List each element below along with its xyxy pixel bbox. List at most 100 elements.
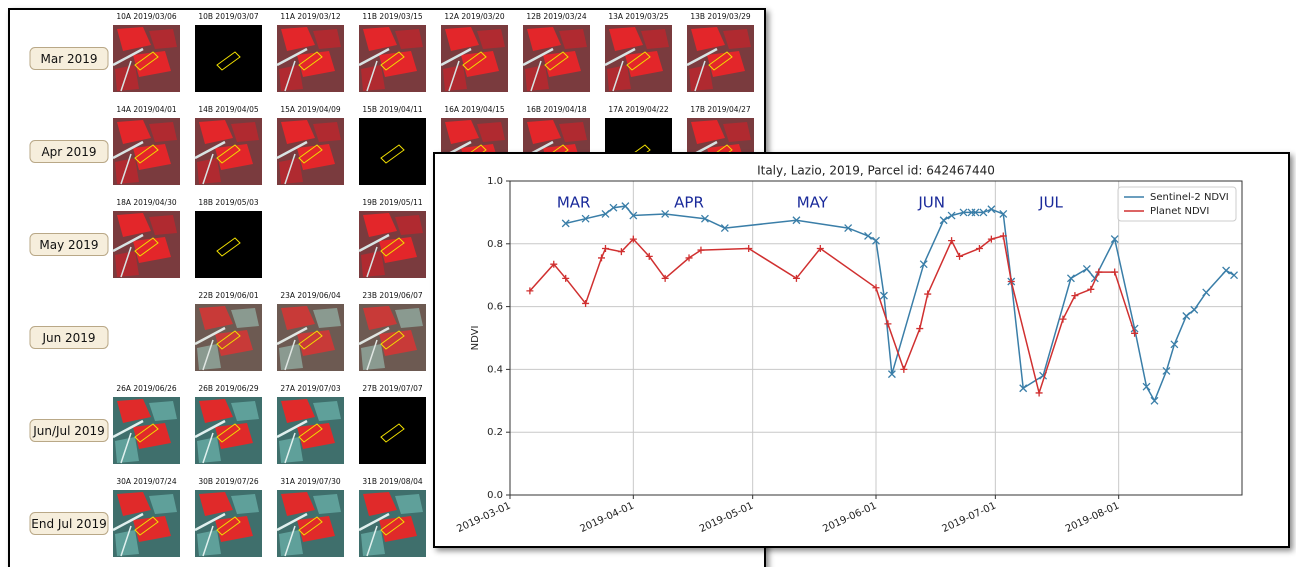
thumbnail-caption: 23B 2019/06/07 <box>362 291 423 300</box>
month-annotation: JUN <box>917 193 945 211</box>
thumbnail-caption: 14A 2019/04/01 <box>116 105 177 114</box>
thumbnail-bg <box>195 211 262 278</box>
thumbnail-caption: 26A 2019/06/26 <box>116 384 177 393</box>
thumbnail <box>441 25 508 92</box>
month-annotation: MAR <box>557 193 591 211</box>
row-label: Jun/Jul 2019 <box>32 424 105 438</box>
thumbnail <box>113 397 180 464</box>
thumbnail <box>195 490 262 557</box>
thumbnail-caption: 14B 2019/04/05 <box>198 105 259 114</box>
thumbnail <box>277 490 344 557</box>
field <box>279 344 303 370</box>
thumbnail-caption: 15A 2019/04/09 <box>280 105 341 114</box>
thumbnail-caption: 23A 2019/06/04 <box>280 291 341 300</box>
thumbnail <box>277 118 344 185</box>
field <box>361 251 385 277</box>
thumbnail <box>359 490 426 557</box>
field <box>525 65 549 91</box>
y-tick-label: 0.0 <box>487 490 503 501</box>
field <box>689 65 713 91</box>
thumbnail <box>113 118 180 185</box>
thumbnail-caption: 31A 2019/07/30 <box>280 477 341 486</box>
thumbnail-caption: 15B 2019/04/11 <box>362 105 423 114</box>
y-tick-label: 0.6 <box>487 302 503 313</box>
thumbnail-caption: 13B 2019/03/29 <box>690 12 751 21</box>
row-label: Apr 2019 <box>41 145 96 159</box>
field <box>279 158 303 184</box>
y-tick-label: 0.8 <box>487 239 503 250</box>
field <box>279 530 303 556</box>
thumbnail <box>195 397 262 464</box>
thumbnail <box>523 25 590 92</box>
field <box>115 158 139 184</box>
field <box>197 530 221 556</box>
thumbnail-caption: 13A 2019/03/25 <box>608 12 669 21</box>
thumbnail-caption: 30A 2019/07/24 <box>116 477 177 486</box>
field <box>279 437 303 463</box>
thumbnail <box>113 490 180 557</box>
field <box>115 251 139 277</box>
thumbnail <box>195 211 262 278</box>
thumbnail-caption: 30B 2019/07/26 <box>198 477 259 486</box>
thumbnail-caption: 10B 2019/03/07 <box>198 12 259 21</box>
field <box>361 65 385 91</box>
field <box>443 65 467 91</box>
thumbnail-caption: 16B 2019/04/18 <box>526 105 587 114</box>
month-annotation: JUL <box>1038 193 1063 211</box>
thumbnail <box>359 397 426 464</box>
thumbnail-caption: 26B 2019/06/29 <box>198 384 259 393</box>
thumbnail-caption: 18B 2019/05/03 <box>198 198 259 207</box>
y-axis-label: NDVI <box>470 326 481 351</box>
field <box>197 158 221 184</box>
field <box>115 530 139 556</box>
thumbnail <box>195 25 262 92</box>
thumbnail <box>359 211 426 278</box>
thumbnail <box>277 25 344 92</box>
thumbnail <box>605 25 672 92</box>
row-label: Jun 2019 <box>41 331 95 345</box>
thumbnail <box>113 25 180 92</box>
thumbnail-caption: 11B 2019/03/15 <box>362 12 423 21</box>
legend-label: Planet NDVI <box>1150 206 1209 217</box>
row-label: Mar 2019 <box>41 52 98 66</box>
thumbnail-caption: 12B 2019/03/24 <box>526 12 587 21</box>
y-tick-label: 0.4 <box>487 364 503 375</box>
thumbnail-bg <box>195 25 262 92</box>
field <box>115 437 139 463</box>
thumbnail-caption: 11A 2019/03/12 <box>280 12 341 21</box>
field <box>197 437 221 463</box>
field <box>361 344 385 370</box>
thumbnail-caption: 17B 2019/04/27 <box>690 105 751 114</box>
thumbnail <box>359 118 426 185</box>
thumbnail-caption: 16A 2019/04/15 <box>444 105 505 114</box>
thumbnail <box>359 25 426 92</box>
thumbnail-bg <box>359 118 426 185</box>
thumbnail-caption: 27B 2019/07/07 <box>362 384 423 393</box>
thumbnail-caption: 12A 2019/03/20 <box>444 12 505 21</box>
thumbnail-caption: 10A 2019/03/06 <box>116 12 177 21</box>
thumbnail-caption: 27A 2019/07/03 <box>280 384 341 393</box>
legend-label: Sentinel-2 NDVI <box>1150 192 1229 203</box>
figure: Mar 2019 10A 2019/03/06 10B 2019/03/07 11A … <box>0 0 1296 567</box>
thumbnail-caption: 22B 2019/06/01 <box>198 291 259 300</box>
y-tick-label: 1.0 <box>487 176 503 187</box>
thumbnail <box>195 118 262 185</box>
field <box>115 65 139 91</box>
thumbnail <box>687 25 754 92</box>
thumbnail-caption: 17A 2019/04/22 <box>608 105 669 114</box>
row-label: End Jul 2019 <box>31 517 106 531</box>
field <box>279 65 303 91</box>
thumbnail-caption: 31B 2019/08/04 <box>362 477 423 486</box>
thumbnail <box>113 211 180 278</box>
field <box>197 344 221 370</box>
page: { "image_grid": { "rows": [ {"label": "M… <box>0 0 1296 567</box>
month-annotation: MAY <box>797 193 829 211</box>
thumbnail <box>277 304 344 371</box>
field <box>607 65 631 91</box>
month-annotation: APR <box>674 193 704 211</box>
field <box>361 530 385 556</box>
thumbnail <box>359 304 426 371</box>
y-tick-label: 0.2 <box>487 427 503 438</box>
chart-title: Italy, Lazio, 2019, Parcel id: 642467440 <box>757 164 995 178</box>
thumbnail <box>195 304 262 371</box>
